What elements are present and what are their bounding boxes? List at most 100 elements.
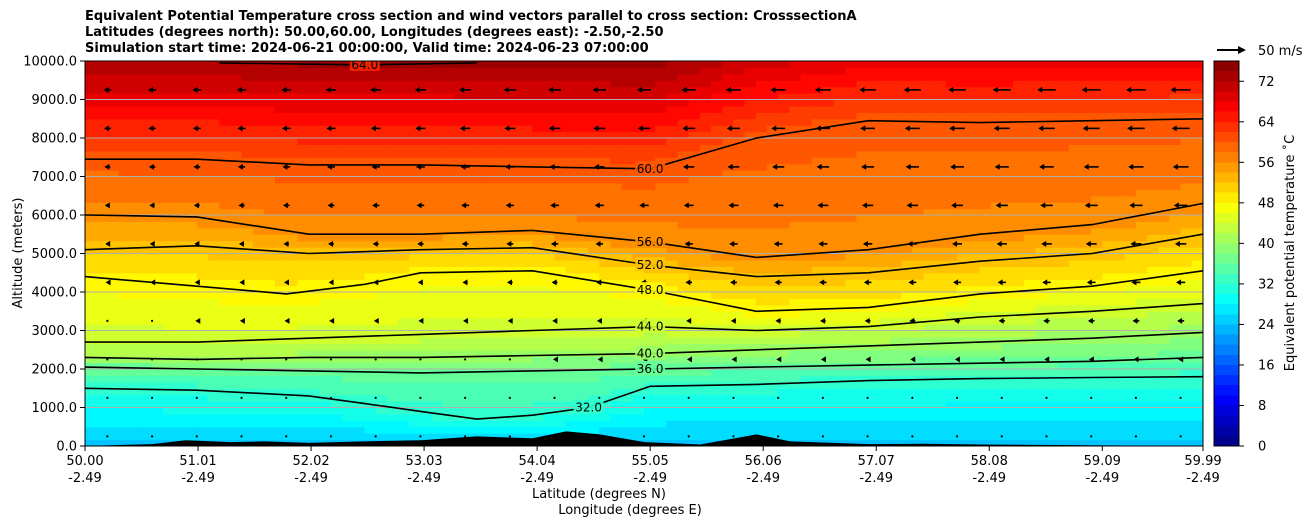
field-cell (934, 253, 947, 261)
field-cell (744, 61, 757, 69)
field-cell (398, 317, 410, 325)
field-cell (398, 279, 410, 287)
field-cell (968, 362, 980, 370)
field-cell (733, 131, 746, 139)
field-cell (275, 298, 287, 306)
field-cell (375, 150, 388, 158)
field-cell (342, 433, 354, 441)
field-cell (733, 182, 746, 190)
field-cell (420, 73, 433, 81)
field-cell (163, 195, 176, 203)
field-cell (476, 401, 489, 409)
field-cell (755, 118, 768, 126)
field-cell (565, 227, 578, 235)
field-cell (610, 401, 623, 409)
field-cell (934, 86, 947, 94)
field-cell (509, 356, 522, 364)
field-cell (621, 99, 634, 107)
field-cell (364, 349, 377, 357)
field-cell (152, 324, 164, 332)
field-cell (878, 131, 891, 139)
field-cell (498, 234, 511, 242)
field-cell (308, 298, 321, 306)
field-cell (96, 189, 108, 197)
field-cell (465, 247, 477, 255)
field-cell (800, 369, 813, 377)
field-cell (364, 311, 377, 319)
field-cell (263, 118, 276, 126)
field-cell (286, 86, 299, 94)
field-cell (107, 259, 120, 267)
field-cell (85, 138, 97, 146)
field-cell (319, 247, 332, 255)
field-cell (431, 279, 444, 287)
field-cell (755, 311, 768, 319)
field-cell (565, 215, 578, 223)
field-cell (655, 73, 667, 81)
field-cell (230, 375, 243, 383)
field-cell (733, 80, 746, 88)
field-cell (163, 202, 176, 210)
field-cell (140, 195, 153, 203)
field-cell (621, 80, 634, 88)
field-cell (889, 394, 902, 402)
field-cell (431, 401, 444, 409)
field-cell (308, 189, 321, 197)
field-cell (476, 375, 489, 383)
field-cell (923, 292, 936, 300)
field-cell (923, 330, 936, 338)
field-cell (185, 426, 198, 434)
field-cell (96, 439, 108, 446)
field-cell (263, 420, 276, 428)
field-cell (778, 157, 790, 165)
field-cell (588, 73, 600, 81)
field-cell (789, 426, 802, 434)
field-cell (621, 112, 634, 120)
field-cell (330, 317, 343, 325)
field-cell (744, 375, 757, 383)
field-cell (543, 420, 556, 428)
field-cell (912, 170, 925, 178)
field-cell (152, 144, 164, 152)
field-cell (118, 407, 131, 415)
field-cell (353, 388, 366, 396)
field-cell (163, 157, 176, 165)
field-cell (118, 150, 131, 158)
field-cell (957, 247, 969, 255)
field-cell (666, 362, 679, 370)
field-cell (118, 125, 131, 133)
field-cell (263, 388, 276, 396)
field-cell (453, 105, 466, 113)
field-cell (521, 336, 533, 344)
field-cell (465, 343, 477, 351)
field-cell (554, 279, 567, 287)
field-cell (129, 195, 142, 203)
field-cell (644, 138, 656, 146)
field-cell (722, 298, 735, 306)
field-cell (241, 324, 254, 332)
field-cell (275, 401, 287, 409)
field-cell (800, 202, 813, 210)
field-cell (118, 253, 131, 261)
field-cell (453, 170, 466, 178)
field-cell (207, 170, 220, 178)
field-cell (252, 80, 265, 88)
field-cell (722, 407, 735, 415)
field-cell (610, 208, 623, 216)
field-cell (196, 381, 209, 389)
field-cell (901, 420, 913, 428)
field-cell (398, 195, 410, 203)
field-cell (85, 362, 97, 370)
field-cell (420, 105, 433, 113)
field-cell (230, 433, 243, 441)
field-cell (152, 407, 164, 415)
field-cell (96, 125, 108, 133)
field-cell (442, 182, 455, 190)
field-cell (85, 227, 97, 235)
field-cell (588, 80, 600, 88)
field-cell (263, 93, 276, 101)
field-cell (543, 272, 556, 280)
field-cell (375, 157, 388, 165)
field-cell (487, 118, 500, 126)
field-cell (990, 394, 1003, 402)
